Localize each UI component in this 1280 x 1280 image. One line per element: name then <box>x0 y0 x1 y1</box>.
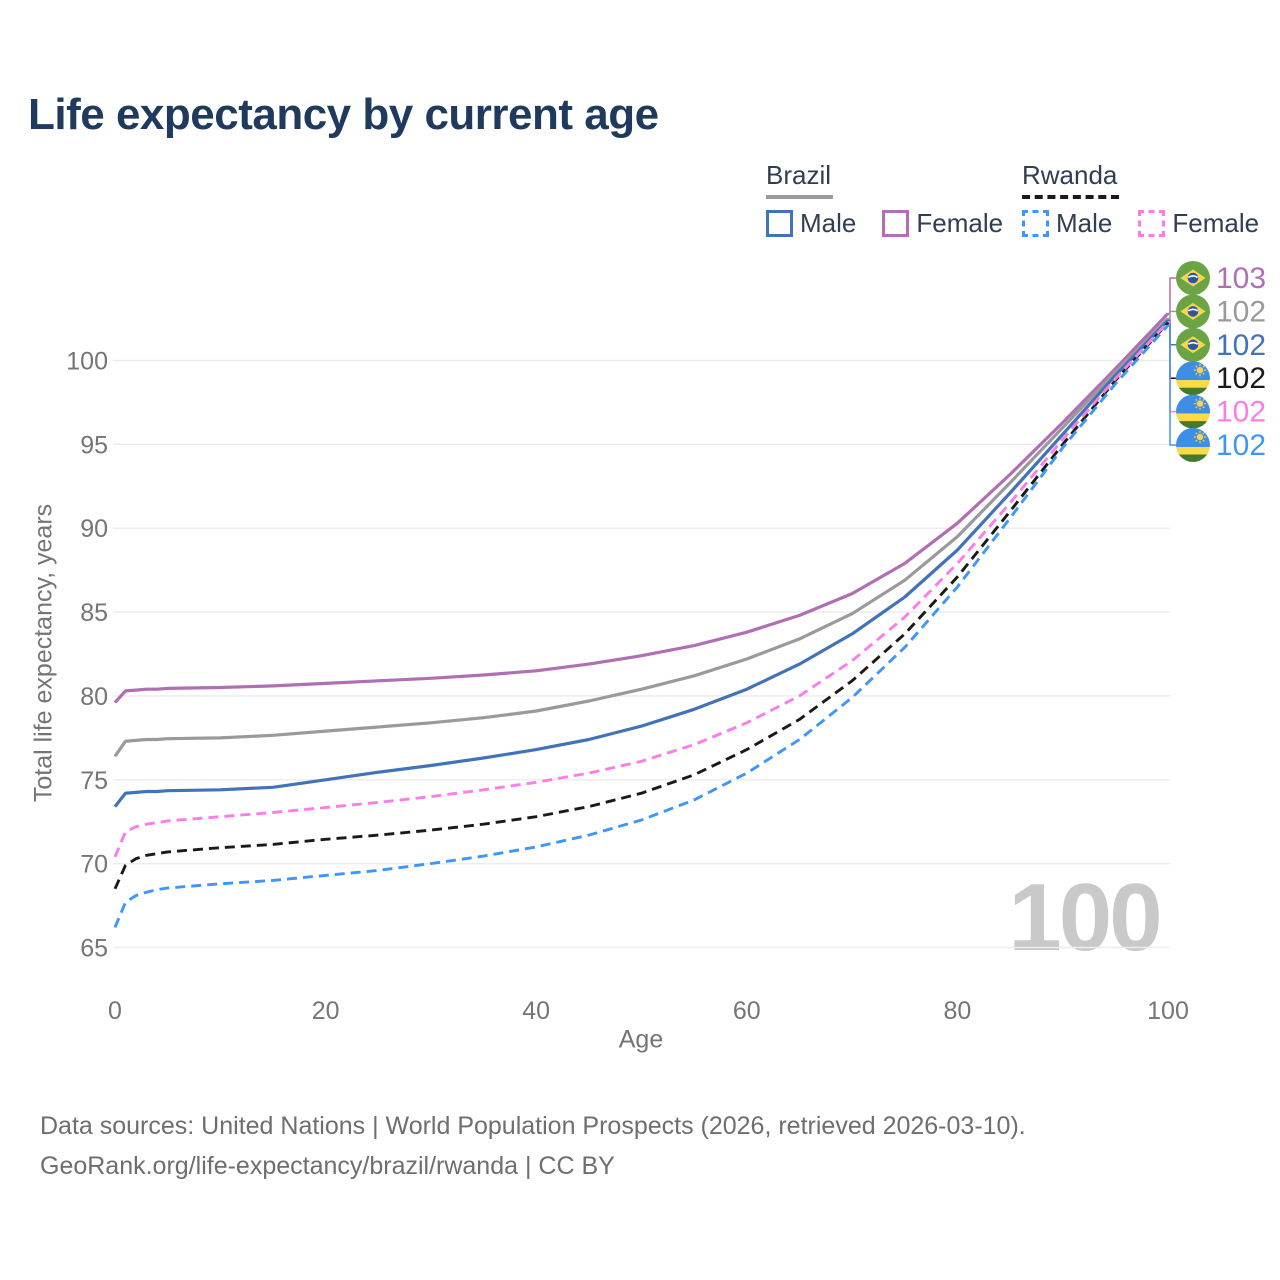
series-line-rwanda-male[interactable] <box>113 324 1170 928</box>
y-tick-70: 70 <box>80 851 108 879</box>
x-tick-40: 40 <box>522 997 550 1025</box>
series-line-rwanda-female[interactable] <box>113 320 1170 858</box>
flag-brazil-icon <box>1176 294 1210 329</box>
leader-line-brazil-female <box>1168 277 1177 315</box>
y-tick-65: 65 <box>80 935 108 963</box>
legend-swatch-rwanda-male <box>1022 210 1049 237</box>
legend-swatch-brazil-male <box>766 210 793 237</box>
legend-item-rwanda-female[interactable]: Female <box>1138 208 1259 239</box>
age-watermark: 100 <box>1008 864 1159 971</box>
footer-data-sources: Data sources: United Nations | World Pop… <box>40 1112 1026 1140</box>
y-tick-100: 100 <box>66 348 108 376</box>
footer: Data sources: United Nations | World Pop… <box>40 1106 1026 1186</box>
legend-row-rwanda: Male Female <box>1022 208 1259 239</box>
page-title: Life expectancy by current age <box>28 90 659 139</box>
legend-group-rwanda: Rwanda Male Female <box>1022 160 1259 239</box>
x-tick-20: 20 <box>312 997 340 1025</box>
end-label-brazil-female: 103 <box>1216 262 1266 295</box>
flag-brazil-icon <box>1176 327 1210 362</box>
leader-line-brazil-total <box>1168 310 1177 320</box>
series-line-brazil-female[interactable] <box>113 312 1170 704</box>
legend-swatch-brazil-female <box>882 210 910 237</box>
legend-item-brazil-female[interactable]: Female <box>882 208 1003 239</box>
legend-row-brazil: Male Female <box>766 208 1003 239</box>
leader-line-rwanda-male <box>1168 324 1177 446</box>
legend-title-rwanda[interactable]: Rwanda <box>1022 160 1120 199</box>
end-label-rwanda-total: 102 <box>1216 362 1266 395</box>
y-tick-85: 85 <box>80 599 108 627</box>
y-tick-75: 75 <box>80 767 108 795</box>
legend-swatch-rwanda-female <box>1138 210 1166 237</box>
x-tick-60: 60 <box>733 997 761 1025</box>
footer-attribution: GeoRank.org/life-expectancy/brazil/rwand… <box>40 1152 615 1180</box>
x-tick-80: 80 <box>943 997 971 1025</box>
y-tick-95: 95 <box>80 431 108 459</box>
end-label-rwanda-female: 102 <box>1216 396 1266 429</box>
y-axis-title: Total life expectancy, years <box>29 503 58 803</box>
series-line-brazil-male[interactable] <box>113 319 1170 808</box>
end-label-rwanda-male: 102 <box>1216 429 1266 462</box>
series-line-rwanda-total[interactable] <box>113 321 1170 890</box>
legend-label-rwanda-female: Female <box>1172 208 1260 238</box>
end-label-brazil-total: 102 <box>1216 295 1266 328</box>
x-tick-0: 0 <box>108 997 122 1025</box>
x-axis-title: Age <box>618 1025 664 1054</box>
legend-group-brazil: Brazil Male Female <box>766 160 1003 239</box>
series-line-brazil-total[interactable] <box>113 317 1170 758</box>
legend-label-brazil-female: Female <box>916 208 1004 238</box>
y-tick-80: 80 <box>80 683 108 711</box>
legend-label-rwanda-male: Male <box>1056 208 1113 238</box>
end-label-brazil-male: 102 <box>1216 329 1266 362</box>
flag-rwanda-icon <box>1176 361 1210 396</box>
legend-item-brazil-male[interactable]: Male <box>766 208 856 239</box>
x-tick-100: 100 <box>1147 997 1189 1025</box>
legend-label-brazil-male: Male <box>800 208 857 238</box>
legend-title-brazil[interactable]: Brazil <box>766 160 834 199</box>
y-tick-90: 90 <box>80 515 108 543</box>
flag-rwanda-icon <box>1176 394 1210 429</box>
flag-brazil-icon <box>1176 261 1210 295</box>
legend-item-rwanda-male[interactable]: Male <box>1022 208 1112 239</box>
flag-rwanda-icon <box>1176 428 1210 462</box>
